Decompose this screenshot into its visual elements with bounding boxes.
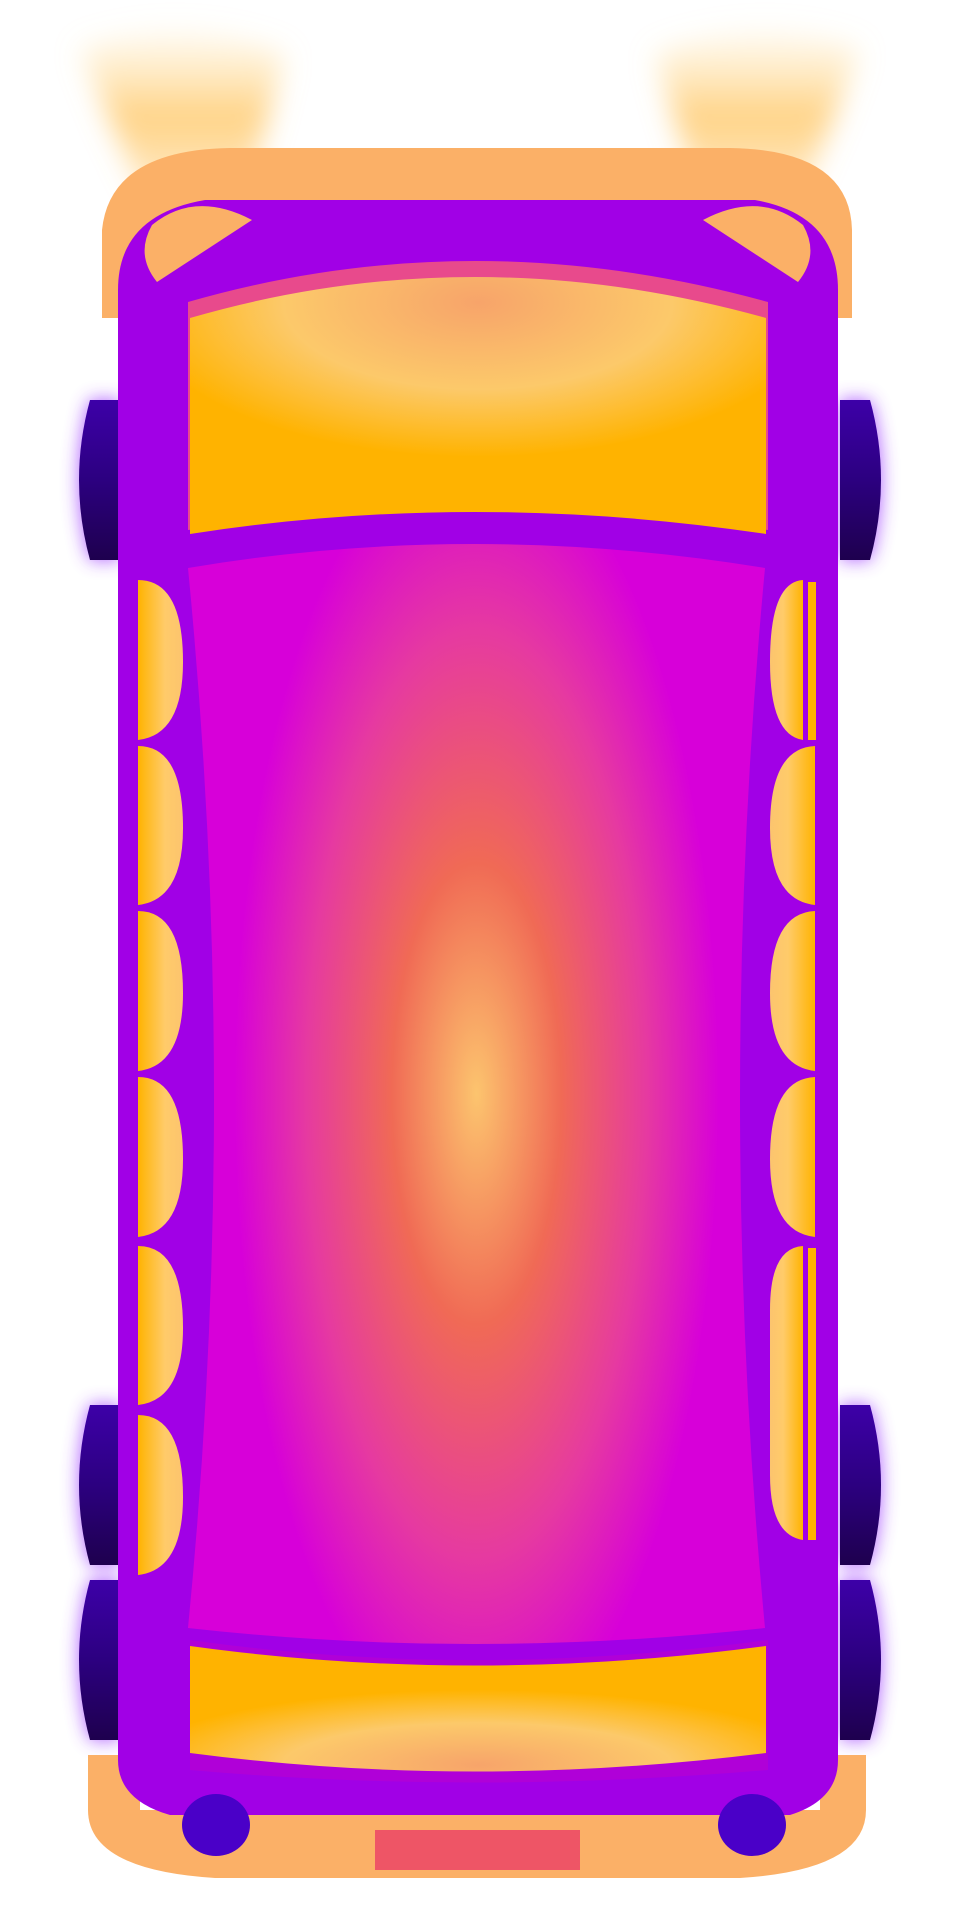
side-window [138,1415,183,1575]
side-windows-right [770,580,816,1540]
side-door-strip [808,582,816,740]
headlight-left [144,206,252,282]
roof-panel [188,544,765,1644]
side-window [138,746,183,905]
side-window [770,911,815,1071]
side-window [138,1246,183,1405]
wheel-front-right [840,400,881,560]
side-window [138,1077,183,1237]
side-window [770,1077,815,1237]
tail-light-right [718,1794,786,1856]
wheel-rear-left-2 [79,1580,120,1740]
side-window [138,911,183,1071]
wheel-rear-right-1 [840,1405,881,1565]
side-door-window [770,1246,803,1540]
wheel-rear-right-2 [840,1580,881,1740]
side-window [770,580,803,740]
license-plate [375,1830,580,1870]
tail-light-left [182,1794,250,1856]
rear-bumper [88,1755,866,1878]
side-window [138,580,183,740]
side-door-strip [808,1248,816,1540]
side-window [770,746,815,905]
side-windows-left [138,580,183,1575]
tail-lights [182,1794,786,1856]
wheel-front-left [79,400,120,560]
wheels [79,400,881,1740]
windshield-front [190,277,766,534]
wheel-rear-left-1 [79,1405,120,1565]
headlights [144,206,811,282]
windshield-rear [190,1646,766,1772]
headlight-right [703,206,811,282]
